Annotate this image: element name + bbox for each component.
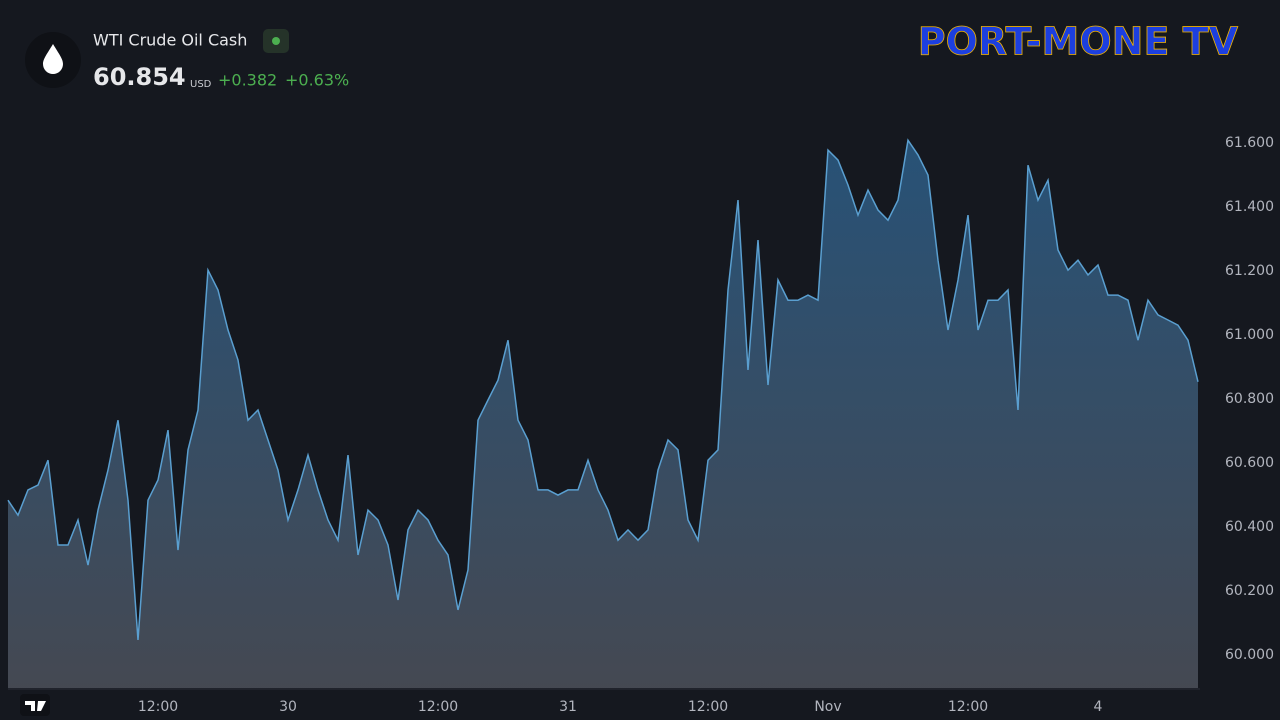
x-tick-label: 12:00 xyxy=(688,699,728,715)
currency: USD xyxy=(190,79,212,90)
x-tick-label: 4 xyxy=(1094,699,1103,715)
x-tick-label: Nov xyxy=(814,699,841,715)
x-tick-label: 12:00 xyxy=(138,699,178,715)
last-price: 60.854 xyxy=(93,63,186,91)
y-tick-label: 60.200 xyxy=(1225,583,1274,599)
change-percent: +0.63% xyxy=(285,71,349,90)
x-tick-label: 30 xyxy=(279,699,297,715)
y-tick-label: 61.400 xyxy=(1225,199,1274,215)
symbol-title: WTI Crude Oil Cash xyxy=(93,31,247,50)
y-tick-label: 60.000 xyxy=(1225,647,1274,663)
area-fill xyxy=(8,140,1198,688)
x-tick-label: 31 xyxy=(559,699,577,715)
y-tick-label: 60.600 xyxy=(1225,455,1274,471)
y-tick-label: 60.800 xyxy=(1225,391,1274,407)
brand-logo: PORT-MONE TV xyxy=(918,20,1239,64)
status-dot xyxy=(272,37,280,45)
x-tick-label: 12:00 xyxy=(948,699,988,715)
tv-logo-mark xyxy=(25,701,46,711)
y-tick-label: 61.600 xyxy=(1225,135,1274,151)
change: +0.382 xyxy=(218,71,277,90)
drop-icon xyxy=(43,44,63,74)
y-tick-label: 61.000 xyxy=(1225,327,1274,343)
plot: 60.000 60.200 60.400 60.600 60.800 61.000 61.2… xyxy=(7,135,1274,715)
y-tick-label: 60.400 xyxy=(1225,519,1274,535)
x-tick-label: 12:00 xyxy=(418,699,458,715)
price-line xyxy=(7,138,1199,641)
y-tick-label: 61.200 xyxy=(1225,263,1274,279)
